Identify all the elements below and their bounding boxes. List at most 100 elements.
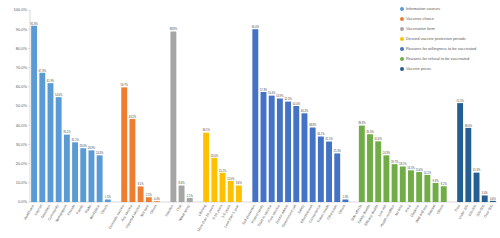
bar	[342, 200, 348, 202]
data-label: 16.5%	[407, 166, 415, 170]
x-tick	[230, 202, 231, 204]
category-label: Others join	[326, 204, 338, 221]
bar	[252, 29, 258, 202]
data-label: 34.1%	[317, 132, 325, 136]
y-tick-label: 20.0%	[16, 161, 28, 166]
bar	[72, 142, 78, 202]
x-tick	[124, 202, 125, 204]
data-label: 15.6%	[415, 168, 423, 172]
data-label: 9.9%	[433, 179, 440, 183]
bar	[285, 102, 291, 202]
legend-marker	[400, 47, 404, 51]
y-tick-label: 70.0%	[16, 65, 28, 70]
bar	[138, 186, 144, 202]
category-label: Not sure	[140, 204, 150, 218]
x-tick	[304, 202, 305, 204]
bar	[80, 148, 86, 202]
data-label: 2.5%	[146, 193, 153, 197]
bar	[129, 119, 135, 202]
bar	[482, 195, 488, 202]
bar	[318, 137, 324, 202]
y-tick	[28, 144, 30, 145]
bar	[383, 155, 389, 202]
bar	[400, 166, 406, 202]
data-label: 24.3%	[383, 151, 391, 155]
bar	[179, 185, 185, 202]
bar	[236, 185, 242, 202]
bar	[228, 181, 234, 202]
x-tick	[206, 202, 207, 204]
x-tick	[329, 202, 330, 204]
data-label: 50.0%	[293, 102, 301, 106]
category-label: Less than 1 year	[223, 203, 240, 228]
data-label: 2.1%	[187, 194, 194, 198]
data-label: 61.9%	[47, 79, 55, 83]
legend-marker	[400, 27, 404, 31]
data-label: 25.3%	[334, 149, 342, 153]
bar	[170, 32, 176, 202]
bar	[121, 87, 127, 202]
data-label: 1.3%	[342, 195, 349, 199]
legend-label: Reasons for refusal to be vaccinated	[406, 56, 469, 61]
x-tick	[378, 202, 379, 204]
category-label: Others	[100, 204, 109, 215]
data-label: 8.1%	[138, 182, 145, 186]
bar	[302, 113, 308, 202]
y-tick	[28, 67, 30, 68]
x-tick	[222, 202, 223, 204]
x-tick	[181, 202, 182, 204]
x-tick	[140, 202, 141, 204]
data-label: 8.2%	[441, 182, 448, 186]
bar	[277, 99, 283, 202]
category-label: Newspapers	[55, 204, 68, 223]
bar	[220, 173, 226, 202]
data-label: 90.0%	[252, 25, 260, 29]
bar	[105, 200, 111, 202]
x-tick	[66, 202, 67, 204]
x-tick	[296, 202, 297, 204]
data-label: 55.4%	[268, 91, 276, 95]
bar	[269, 96, 275, 202]
bar	[474, 173, 480, 202]
bar	[261, 92, 267, 202]
y-tick	[28, 163, 30, 164]
y-tick	[28, 48, 30, 49]
x-tick	[484, 202, 485, 204]
data-label: 1.3%	[105, 195, 112, 199]
x-tick	[386, 202, 387, 204]
y-tick	[28, 182, 30, 183]
x-tick	[58, 202, 59, 204]
x-tick	[107, 202, 108, 204]
legend-marker	[400, 57, 404, 61]
y-tick-label: 50.0%	[16, 103, 28, 108]
x-tick	[34, 202, 35, 204]
bar	[359, 126, 365, 202]
legend-label: Vaccination form	[406, 26, 435, 31]
bar	[416, 172, 422, 202]
data-label: 59.7%	[121, 83, 129, 87]
bar	[293, 106, 299, 202]
data-label: 46.2%	[301, 109, 309, 113]
data-label: 52.3%	[284, 97, 292, 101]
data-label: 51.5%	[456, 99, 464, 103]
category-label: Others	[338, 204, 347, 215]
y-tick-label: 40.0%	[16, 123, 28, 128]
x-tick	[435, 202, 436, 204]
x-tick	[443, 202, 444, 204]
x-tick	[419, 202, 420, 204]
x-tick	[410, 202, 411, 204]
labels: 91.8%Healthcare67.3%Internet61.9%Televis…	[23, 22, 497, 233]
bar	[457, 103, 463, 202]
x-tick	[156, 202, 157, 204]
data-label: 88.8%	[170, 27, 178, 31]
bar	[56, 97, 62, 202]
y-tick-label: 0.0%	[18, 199, 28, 204]
category-label: Price	[404, 204, 411, 213]
bar	[334, 153, 340, 202]
legend-label: Vaccine prices	[406, 66, 431, 71]
bar	[367, 134, 373, 202]
x-tick	[50, 202, 51, 204]
legend-label: Information sources	[406, 6, 440, 11]
x-tick	[255, 202, 256, 204]
bar	[433, 183, 439, 202]
